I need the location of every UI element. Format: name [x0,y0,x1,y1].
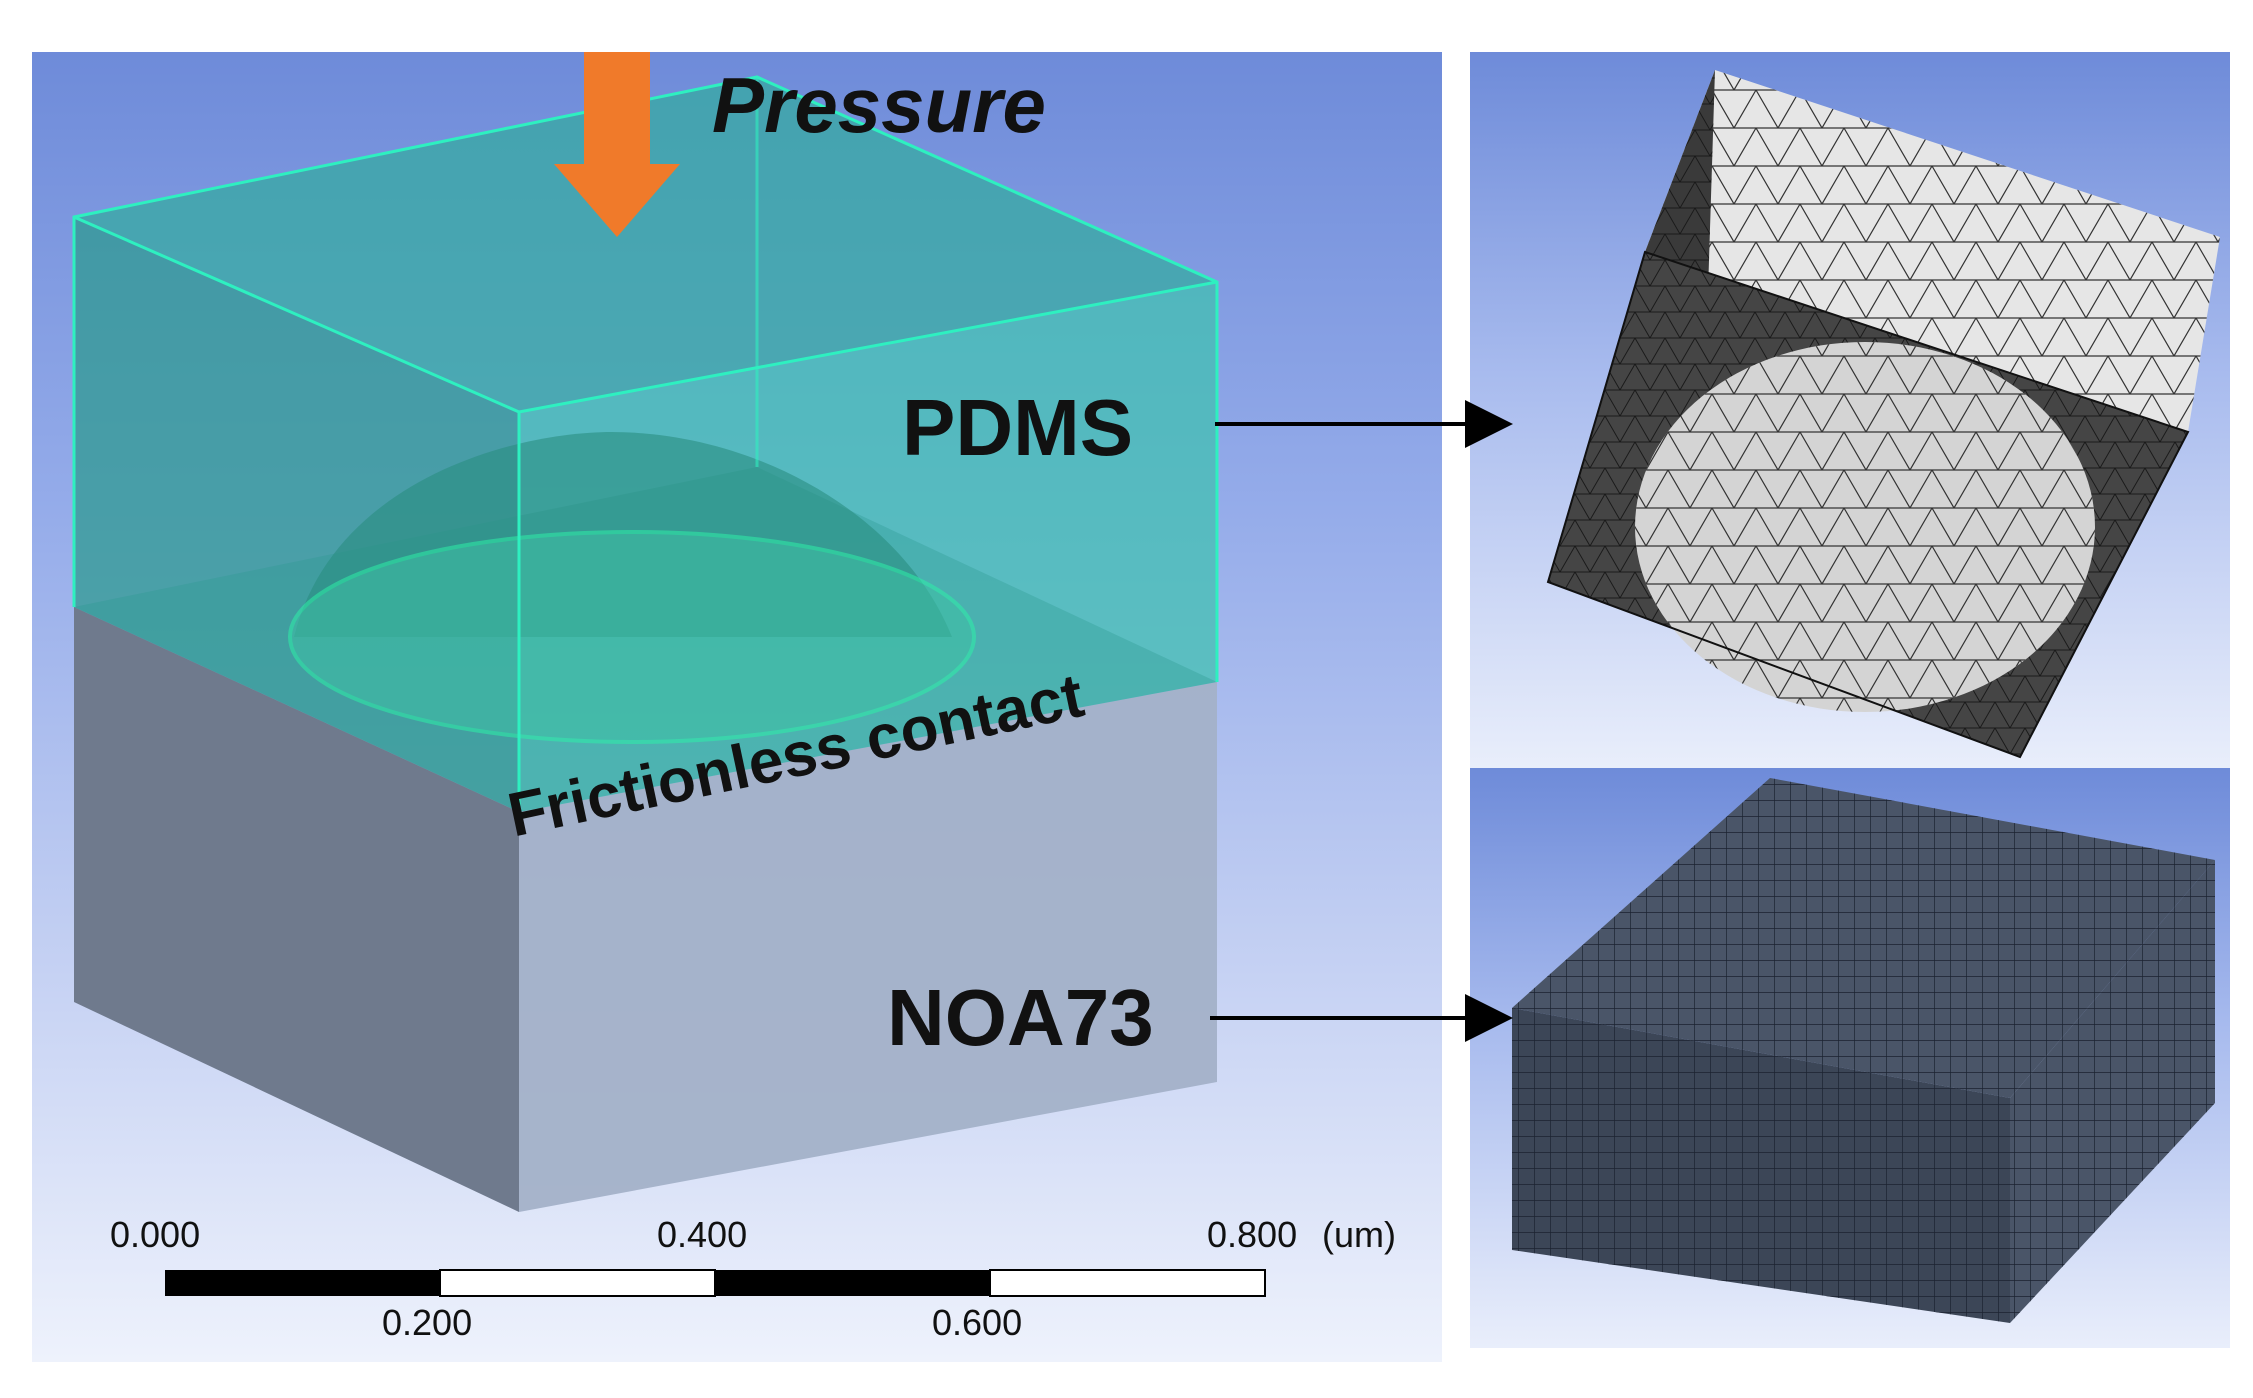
noa73-front-face [519,682,1217,1212]
pdms-mesh-drawing [1546,70,2220,759]
noa73-mesh-drawing [1512,778,2215,1323]
scale-tick-0200: 0.200 [382,1302,473,1343]
scale-tick-0400: 0.400 [657,1214,748,1255]
pdms-top-face [74,77,1217,412]
hemisphere-base [288,530,976,744]
noa73-label: NOA73 [887,973,1154,1062]
scale-tick-0000: 0.000 [110,1214,201,1255]
pressure-arrow [554,52,680,237]
pdms-mesh-panel [1470,52,2230,768]
scale-tick-0600: 0.600 [932,1302,1023,1343]
model-drawing [72,52,1266,1297]
scale-bar [165,1269,1266,1297]
pdms-edges [72,75,1219,812]
model-panel: Pressure PDMS NOA73 Frictionless contact… [32,52,1442,1362]
pressure-label: Pressure [712,61,1046,149]
hex-mesh-block [1512,778,2215,1323]
noa73-left-face [74,607,519,1212]
pdms-label: PDMS [902,383,1134,472]
scale-tick-0800: 0.800 [1207,1214,1298,1255]
noa73-mesh-panel [1470,768,2230,1348]
scale-unit: (um) [1322,1214,1396,1255]
